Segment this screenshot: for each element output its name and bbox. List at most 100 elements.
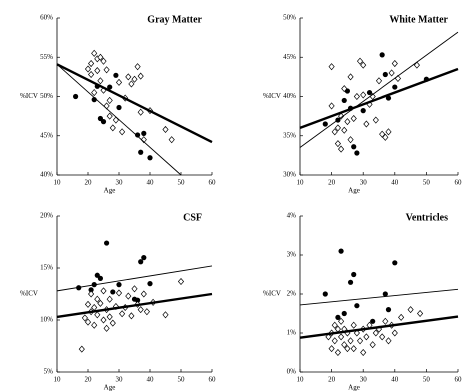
data-point (356, 337, 364, 345)
data-point (106, 295, 113, 303)
data-point (134, 63, 141, 71)
x-tick-label: 60 (455, 179, 463, 187)
data-point (413, 61, 420, 69)
data-point (84, 318, 92, 326)
data-point (369, 341, 376, 349)
data-point (344, 345, 351, 353)
data-point (360, 91, 367, 99)
data-point (162, 125, 169, 134)
data-point (137, 72, 144, 80)
data-point (341, 310, 347, 317)
data-point (131, 75, 138, 83)
data-point (91, 321, 98, 329)
data-point (379, 333, 386, 341)
data-point (341, 126, 348, 134)
data-point (125, 73, 132, 81)
fit-line (299, 315, 459, 339)
data-point (379, 52, 385, 58)
data-point (338, 112, 345, 120)
data-point (138, 149, 144, 155)
y-tick-label: 50% (40, 92, 53, 100)
fit-line (56, 63, 213, 144)
x-tick-label: 20 (85, 376, 93, 384)
x-tick-label: 10 (297, 376, 305, 384)
data-point (94, 67, 101, 75)
data-point (106, 96, 113, 104)
data-point (338, 317, 345, 325)
data-point (103, 66, 110, 74)
data-point (398, 313, 405, 321)
fit-line (56, 63, 182, 176)
fit-line (56, 292, 213, 319)
x-tick-label: 50 (178, 179, 186, 187)
y-tick-label: 4% (287, 212, 297, 220)
data-point (135, 297, 141, 303)
data-point (385, 128, 392, 136)
data-point (360, 108, 366, 114)
chart-title: White Matter (389, 14, 448, 25)
data-point (115, 78, 123, 86)
data-point (354, 303, 360, 309)
data-point (347, 136, 354, 144)
data-point (372, 116, 379, 124)
data-point (103, 324, 110, 332)
data-point (109, 124, 116, 132)
x-tick-label: 60 (209, 376, 217, 384)
data-point (350, 321, 357, 329)
data-point (328, 345, 335, 353)
data-point (407, 306, 414, 314)
data-point (140, 290, 147, 298)
data-point (91, 89, 98, 97)
data-point (91, 49, 98, 57)
data-point (88, 287, 94, 293)
data-point (334, 348, 341, 357)
data-point (351, 271, 357, 278)
y-tick-label: 60% (40, 14, 53, 22)
data-point (347, 73, 354, 81)
y-axis-label: %ICV (20, 92, 38, 100)
data-point (344, 118, 351, 126)
chart-title: Gray Matter (147, 14, 202, 25)
x-tick-label: 60 (209, 179, 217, 187)
data-point (353, 329, 360, 337)
data-point (88, 70, 95, 79)
data-point (385, 95, 392, 101)
data-point (91, 303, 98, 312)
data-point (94, 295, 101, 303)
data-point (385, 337, 392, 345)
data-point (113, 72, 119, 78)
y-tick-label: 40% (40, 171, 53, 179)
x-tick-label: 40 (391, 179, 399, 187)
data-point (106, 313, 113, 321)
data-point (168, 136, 175, 144)
data-point (350, 345, 357, 353)
data-point (322, 121, 328, 127)
data-point (334, 140, 341, 148)
x-axis-label: Age (348, 187, 360, 195)
data-point (363, 120, 370, 128)
data-point (143, 308, 150, 316)
y-tick-label: 45% (283, 53, 296, 61)
data-point (347, 337, 354, 345)
data-point (94, 311, 101, 319)
x-tick-label: 20 (328, 376, 336, 384)
x-axis-label: Age (348, 384, 360, 392)
data-point (331, 337, 338, 345)
data-point (131, 285, 138, 293)
data-point (417, 309, 424, 318)
data-point (135, 132, 141, 138)
fit-line (299, 31, 459, 148)
data-point (141, 255, 147, 261)
data-point (119, 310, 126, 318)
x-tick-label: 10 (54, 376, 62, 384)
fit-line (56, 265, 213, 292)
data-point (353, 92, 360, 101)
data-point (110, 289, 116, 295)
data-point (100, 287, 107, 295)
x-tick-label: 40 (147, 179, 155, 187)
data-point (84, 300, 92, 308)
data-point (335, 314, 341, 320)
data-point (338, 145, 345, 153)
x-axis-label: Age (104, 384, 116, 392)
